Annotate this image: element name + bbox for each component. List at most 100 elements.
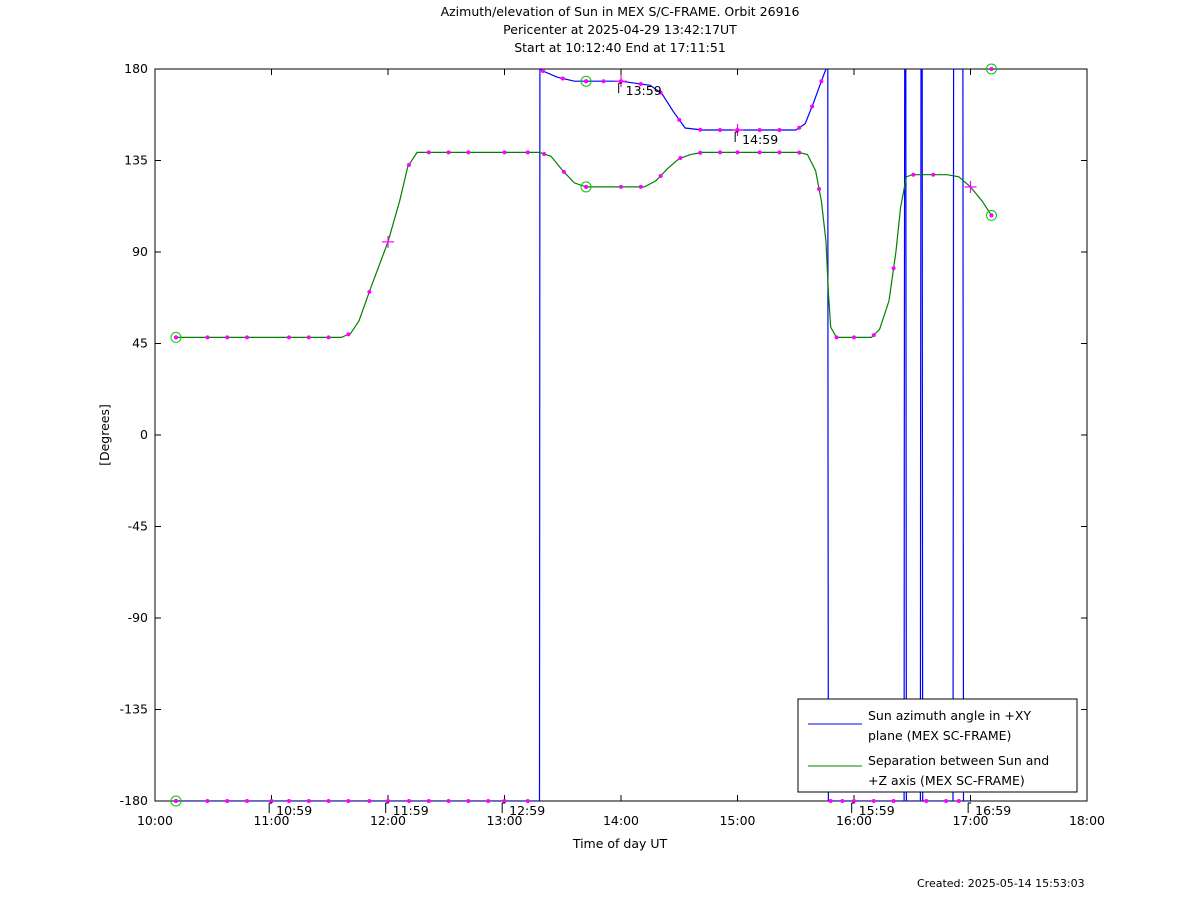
data-marker-dot [367,289,372,294]
separation-series-line [176,151,993,338]
data-marker-dot [205,335,210,340]
data-marker-dot [638,184,643,189]
data-marker-dot [956,799,961,803]
series-markers [170,63,997,807]
y-tick-label: -45 [128,519,148,534]
x-tick-label: 10:00 [137,813,173,828]
data-marker-dot [406,162,411,167]
y-tick-labels: 180 135 90 45 0 -45 -90 -135 -180 [120,61,148,808]
data-marker-dot [852,335,856,340]
x-tick-label: 12:00 [370,813,406,828]
data-marker-dot [367,799,372,803]
legend-box [797,698,1078,793]
endpoint-circle-marker [170,331,182,343]
y-tick-label: 45 [132,336,148,351]
chart-title: Azimuth/elevation of Sun in MEX S/C-FRAM… [440,4,800,19]
data-marker-dot [777,150,782,155]
y-tick-label: -90 [128,610,148,625]
y-tick-label: 90 [132,244,148,259]
data-marker-dot [891,799,896,803]
endpoint-dot-marker [584,184,589,189]
endpoint-dot-marker [989,67,994,71]
created-timestamp: Created: 2025-05-14 15:53:03 [917,877,1085,890]
legend-label-azimuth-1: Sun azimuth angle in +XY [868,708,1031,723]
x-tick-label: 16:00 [836,813,872,828]
data-marker-dot [871,799,876,803]
data-marker-dot [757,150,762,155]
data-marker-dot [735,150,740,155]
data-marker-dot [924,799,929,803]
data-marker-dot [502,150,507,155]
data-marker-dot [466,150,471,155]
data-marker-dot [286,335,291,340]
endpoint-circle-marker [580,181,592,193]
y-tick-label: 135 [124,153,148,168]
endpoint-circle-marker [580,75,592,87]
data-marker-dot [698,150,703,155]
data-marker-dot [540,69,545,74]
chart-subtitle-start-end: Start at 10:12:40 End at 17:11:51 [514,40,726,55]
plot-frame [154,68,1088,802]
time-label: 13:59 [626,83,662,98]
data-marker-dot [326,799,331,803]
data-marker-dot [225,799,230,803]
x-tick-label: 14:00 [603,813,639,828]
data-marker-dot [245,335,250,340]
data-marker-dot [486,799,491,803]
data-marker-dot [426,150,431,155]
data-marker-dot [346,799,351,803]
legend-label-separation-2: +Z axis (MEX SC-FRAME) [868,773,1025,788]
data-marker-dot [245,799,250,803]
x-tick-label: 18:00 [1069,813,1105,828]
data-marker-dot [777,128,782,132]
endpoint-circle-marker [985,209,997,221]
data-marker-dot [834,335,839,340]
data-marker-dot [852,799,856,803]
data-marker-dot [525,799,530,803]
data-marker-dot [698,127,703,132]
data-marker-dot [718,150,723,155]
endpoint-dot-marker [989,213,994,218]
time-label: 16:59 [975,803,1011,818]
endpoint-dot-marker [173,335,178,340]
data-marker-dot [658,173,663,178]
data-marker-dot [797,125,802,130]
data-marker-dot [601,79,606,84]
data-marker-dot [638,81,643,86]
x-axis-label: Time of day UT [572,836,668,851]
data-marker-dot [426,799,431,803]
x-tick-label: 13:00 [486,813,522,828]
data-marker-dot [466,799,471,803]
x-tick-label: 17:00 [952,813,988,828]
data-marker-dot [446,799,451,803]
data-marker-dot [542,151,547,156]
data-marker-dot [205,799,210,803]
legend-label-separation-1: Separation between Sun and [868,753,1049,768]
y-tick-label: -180 [120,793,148,808]
data-marker-dot [286,799,291,803]
data-marker-dot [561,169,566,174]
time-label: 12:59 [509,803,545,818]
y-tick-label: 0 [140,427,148,442]
azimuth-series-line [176,69,971,801]
data-marker-dot [525,150,530,155]
y-axis-label: [Degrees] [97,404,112,466]
data-marker-dot [306,335,311,340]
data-marker-dot [718,128,723,132]
endpoint-circle-marker [985,63,997,75]
data-marker-dot [797,150,802,155]
data-marker-dot [931,172,936,177]
data-marker-dot [619,184,623,189]
data-marker-dot [757,128,762,132]
data-marker-dot [817,186,822,191]
data-marker-dot [269,799,274,803]
data-marker-dot [446,150,451,155]
data-marker-dot [560,76,565,81]
time-label: 11:59 [393,803,429,818]
series-lines [176,69,993,801]
data-marker-dot [326,335,331,340]
time-label: 14:59 [742,132,778,147]
data-marker-dot [810,104,815,109]
data-marker-dot [658,90,663,95]
